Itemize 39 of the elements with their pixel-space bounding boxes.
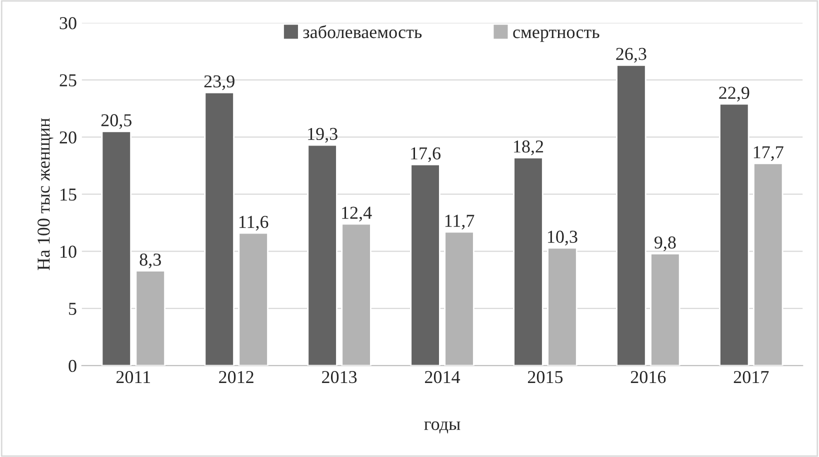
legend-label: смертность — [513, 30, 600, 42]
data-label: 20,5 — [101, 114, 132, 129]
bar — [101, 130, 132, 366]
data-label: 23,9 — [204, 75, 234, 90]
x-tick-label: 2015 — [528, 370, 563, 384]
y-tick-label: 15 — [60, 188, 76, 201]
y-tick-label: 0 — [68, 360, 76, 372]
data-label: 11,7 — [445, 214, 474, 230]
y-tick-label: 25 — [60, 74, 76, 86]
data-label: 17,6 — [411, 147, 441, 162]
data-label: 10,3 — [548, 230, 578, 246]
y-axis-title: На 100 тыс женщин — [38, 118, 54, 270]
data-label: 11,6 — [239, 216, 268, 231]
data-label: 18,2 — [514, 140, 544, 156]
y-tick-label: 30 — [60, 17, 76, 30]
x-tick-label: 2016 — [630, 370, 666, 384]
y-tick-label: 10 — [60, 246, 76, 258]
bar — [513, 156, 544, 366]
data-label: 22,9 — [719, 86, 750, 102]
data-label: 26,3 — [616, 48, 646, 63]
y-tick-label: 20 — [60, 131, 76, 144]
bar — [719, 103, 750, 366]
data-label: 9,8 — [654, 236, 676, 252]
data-label: 8,3 — [140, 254, 161, 268]
x-tick-label: 2017 — [734, 370, 769, 384]
bar — [307, 144, 338, 366]
x-tick-label: 2012 — [219, 370, 254, 384]
bar — [410, 164, 440, 366]
data-label: 17,7 — [754, 146, 784, 161]
data-label: 12,4 — [342, 206, 372, 222]
x-tick-label: 2011 — [116, 370, 150, 384]
bar — [204, 92, 234, 366]
x-axis-title: годы — [424, 421, 460, 434]
legend-label: заболеваемость — [303, 25, 422, 38]
y-tick-label: 5 — [69, 302, 76, 315]
bar — [616, 64, 646, 366]
x-tick-label: 2013 — [322, 370, 357, 384]
data-label: 19,3 — [308, 128, 338, 143]
x-tick-label: 2014 — [424, 370, 460, 384]
